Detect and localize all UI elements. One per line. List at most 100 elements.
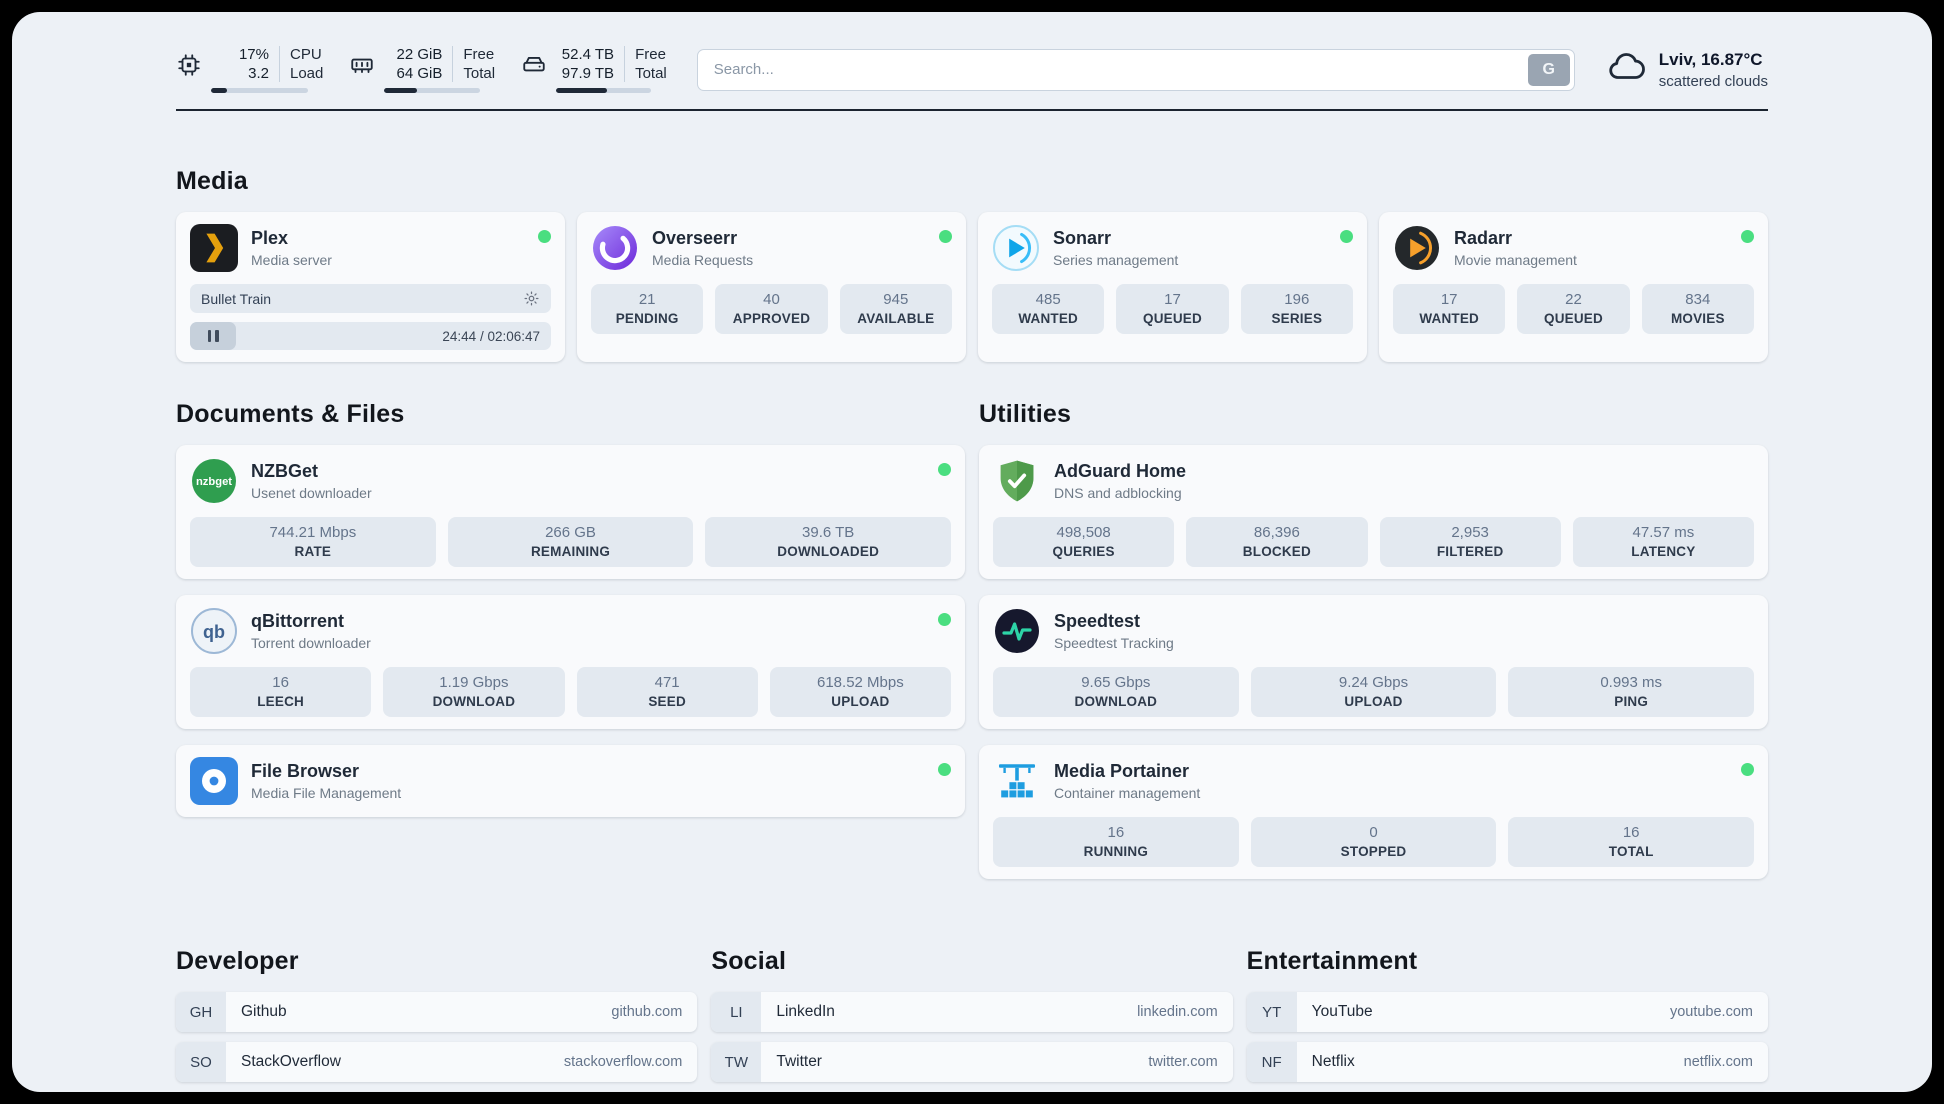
- pause-icon: [215, 330, 219, 342]
- nzbget-icon: nzbget: [190, 457, 238, 505]
- app-card-radarr[interactable]: Radarr Movie management 17 WANTED 22 QUE…: [1379, 212, 1768, 362]
- stat-label: TOTAL: [1608, 844, 1654, 859]
- stat-value: 0.993 ms: [1600, 674, 1663, 691]
- playback-progress-bar[interactable]: 24:44 / 02:06:47: [190, 322, 551, 350]
- stat-label: SERIES: [1271, 311, 1323, 326]
- bookmark-abbr: GH: [176, 992, 226, 1032]
- stat-label: QUEUED: [1143, 311, 1202, 326]
- weather-condition: scattered clouds: [1658, 72, 1768, 90]
- sonarr-icon: [992, 224, 1040, 272]
- stat-upload: 9.24 Gbps UPLOAD: [1250, 667, 1497, 717]
- stat-total: 16 TOTAL: [1508, 817, 1755, 867]
- stat-label: QUERIES: [1052, 544, 1115, 559]
- app-card-plex[interactable]: Plex Media server Bullet Train: [176, 212, 565, 362]
- section-developer: Developer GH Github github.com SO StackO…: [176, 947, 698, 1092]
- section-title-utilities: Utilities: [979, 400, 1072, 428]
- stat-series: 196 SERIES: [1240, 284, 1353, 334]
- stat-label: REMAINING: [530, 544, 611, 559]
- bookmark-url: netflix.com: [1683, 1054, 1753, 1070]
- stat-value: 744.21 Mbps: [269, 524, 357, 541]
- stat-value: 16: [1622, 824, 1640, 841]
- bookmark-url: github.com: [611, 1004, 683, 1020]
- app-subtitle: Media server: [251, 252, 332, 268]
- stat-label: LEECH: [257, 694, 304, 709]
- bookmark-twitter[interactable]: TW Twitter twitter.com: [711, 1042, 1233, 1082]
- ram-progress-track: [384, 88, 480, 93]
- ram-free-label: Free: [463, 46, 495, 63]
- app-subtitle: Torrent downloader: [251, 635, 371, 651]
- ram-total-value: 64 GiB: [396, 65, 443, 82]
- app-card-qbittorrent[interactable]: qb qBittorrent Torrent downloader 16 LEE…: [176, 595, 965, 729]
- stat-label: DOWNLOAD: [1074, 694, 1158, 709]
- status-dot-online: [538, 230, 551, 243]
- search-engine-button[interactable]: G: [1527, 53, 1570, 86]
- stat-value: 17: [1440, 291, 1458, 308]
- section-title-media: Media: [176, 167, 248, 195]
- disk-progress-fill: [556, 88, 608, 93]
- stat-label: DOWNLOAD: [432, 694, 516, 709]
- stat-queries: 498,508 QUERIES: [993, 517, 1175, 567]
- disk-icon: [521, 46, 547, 78]
- gear-icon[interactable]: [523, 290, 540, 307]
- stat-latency: 47.57 ms LATENCY: [1572, 517, 1754, 567]
- ram-free-value: 22 GiB: [396, 46, 443, 63]
- disk-free-value: 52.4 TB: [561, 46, 615, 63]
- search-input[interactable]: [696, 48, 1575, 91]
- section-media: Media Plex Media server Bullet Train: [176, 167, 1768, 362]
- stat-approved: 40 APPROVED: [715, 284, 828, 334]
- stat-value: 22: [1565, 291, 1582, 308]
- pause-button[interactable]: [190, 322, 236, 350]
- stat-label: UPLOAD: [831, 694, 890, 709]
- app-card-sonarr[interactable]: Sonarr Series management 485 WANTED 17 Q…: [978, 212, 1367, 362]
- app-card-adguard[interactable]: AdGuard Home DNS and adblocking 498,508 …: [979, 445, 1768, 579]
- playback-time: 24:44 / 02:06:47: [442, 328, 540, 344]
- stat-label: RATE: [294, 544, 332, 559]
- stat-blocked: 86,396 BLOCKED: [1186, 517, 1368, 567]
- metric-separator: [452, 46, 454, 82]
- filebrowser-icon: [190, 757, 238, 805]
- bookmark-abbr: YT: [1246, 992, 1297, 1032]
- stat-leech: 16 LEECH: [190, 667, 372, 717]
- stat-download: 9.65 Gbps DOWNLOAD: [993, 667, 1239, 717]
- app-card-portainer[interactable]: Media Portainer Container management 16 …: [979, 745, 1768, 879]
- overseerr-icon: [591, 224, 639, 272]
- stat-value: 47.57 ms: [1632, 524, 1695, 541]
- status-dot-online: [939, 230, 952, 243]
- weather-widget: Lviv, 16.87°C scattered clouds: [1605, 46, 1768, 93]
- app-subtitle: Movie management: [1454, 252, 1577, 268]
- bookmark-name: LinkedIn: [776, 1003, 835, 1020]
- app-name: Overseerr: [652, 228, 738, 248]
- bookmark-netflix[interactable]: NF Netflix netflix.com: [1246, 1042, 1768, 1082]
- app-subtitle: Media File Management: [251, 785, 402, 801]
- ram-total-label: Total: [463, 65, 496, 82]
- stat-wanted: 17 WANTED: [1393, 284, 1506, 334]
- metric-separator: [279, 46, 280, 82]
- cpu-load-label: Load: [290, 65, 324, 82]
- search-bar: G: [696, 48, 1575, 91]
- bookmark-name: Netflix: [1311, 1053, 1355, 1070]
- app-card-nzbget[interactable]: nzbget NZBGet Usenet downloader 744.21 M…: [176, 445, 965, 579]
- stat-value: 945: [883, 291, 909, 308]
- bookmark-youtube[interactable]: YT YouTube youtube.com: [1246, 992, 1768, 1032]
- stat-value: 196: [1284, 291, 1310, 308]
- app-card-overseerr[interactable]: Overseerr Media Requests 21 PENDING 40 A…: [577, 212, 966, 362]
- stat-pending: 21 PENDING: [591, 284, 704, 334]
- bookmark-stackoverflow[interactable]: SO StackOverflow stackoverflow.com: [176, 1042, 698, 1082]
- stat-label: STOPPED: [1340, 844, 1407, 859]
- app-card-speedtest[interactable]: Speedtest Speedtest Tracking 9.65 Gbps D…: [979, 595, 1768, 729]
- stat-wanted: 485 WANTED: [992, 284, 1105, 334]
- app-card-filebrowser[interactable]: File Browser Media File Management: [176, 745, 965, 817]
- stat-label: PENDING: [615, 311, 679, 326]
- qbittorrent-icon: qb: [190, 607, 238, 655]
- bookmark-github[interactable]: GH Github github.com: [176, 992, 698, 1032]
- ram-progress-fill: [384, 88, 417, 93]
- stat-movies: 834 MOVIES: [1641, 284, 1754, 334]
- app-name: AdGuard Home: [1054, 461, 1187, 481]
- bookmark-linkedin[interactable]: LI LinkedIn linkedin.com: [711, 992, 1233, 1032]
- app-subtitle: Media Requests: [652, 252, 754, 268]
- stat-downloaded: 39.6 TB DOWNLOADED: [705, 517, 952, 567]
- app-name: qBittorrent: [251, 611, 344, 631]
- ram-icon: [349, 46, 375, 78]
- bookmark-url: twitter.com: [1148, 1054, 1218, 1070]
- now-playing-row[interactable]: Bullet Train: [190, 284, 551, 313]
